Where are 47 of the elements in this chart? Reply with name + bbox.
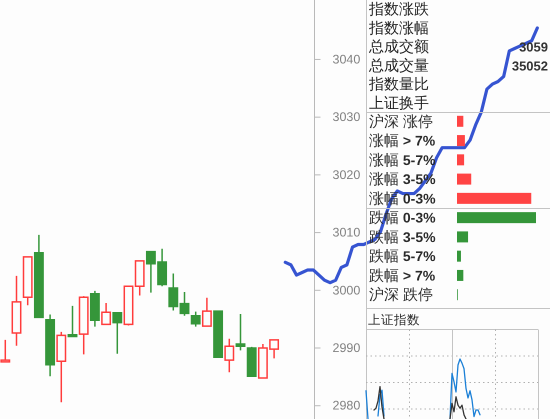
y-tick-label: 3040	[332, 52, 360, 66]
y-tick-label: 沪深 跌停	[369, 286, 433, 304]
candlestick	[78, 295, 89, 356]
candlestick	[236, 313, 246, 352]
candlestick	[22, 256, 33, 306]
chart-title: 上证指数	[368, 312, 420, 326]
text: 35052	[512, 58, 548, 73]
y-tick-label: 跌幅 > 7%	[369, 266, 436, 284]
bar	[457, 270, 464, 281]
bar	[457, 174, 472, 185]
candlestick	[190, 310, 201, 328]
candlestick	[202, 297, 212, 327]
bar	[457, 192, 532, 204]
y-tick-label: 3030	[332, 110, 360, 124]
y-tick-label: 涨幅 > 7%	[369, 132, 436, 150]
bar	[457, 154, 464, 166]
bar	[457, 135, 465, 146]
category-label: 指数量比	[368, 75, 429, 94]
candlestick	[213, 310, 224, 358]
bar	[457, 212, 536, 224]
candlestick	[56, 331, 66, 404]
candlestick	[68, 305, 78, 338]
text: 3059	[519, 39, 548, 54]
category-label: 总成交量	[368, 56, 429, 74]
bar	[457, 231, 468, 242]
candlestick	[224, 338, 234, 373]
y-tick-label: 3010	[332, 226, 360, 240]
category-label: 指数涨跌	[368, 0, 429, 18]
category-label: 总成交额	[368, 38, 429, 56]
y-tick-label: 3000	[332, 283, 360, 298]
y-tick-label: 3020	[332, 168, 360, 182]
candlestick	[12, 275, 22, 346]
candlestick	[0, 339, 10, 363]
candlestick	[246, 346, 257, 378]
candlestick	[34, 234, 44, 318]
candlestick	[112, 312, 122, 355]
category-label: 指数涨幅	[368, 18, 429, 37]
candlestick	[45, 314, 56, 378]
bar	[457, 116, 464, 127]
y-tick-label: 沪深 涨停	[369, 112, 433, 130]
bar	[457, 250, 461, 262]
y-tick-label: 跌幅 5-7%	[369, 247, 436, 266]
candlestick	[101, 302, 112, 326]
candlestick	[90, 290, 100, 328]
y-tick-label: 2990	[332, 341, 360, 356]
category-label: 上证换手	[369, 94, 429, 112]
y-tick-label: 2980	[332, 398, 360, 413]
